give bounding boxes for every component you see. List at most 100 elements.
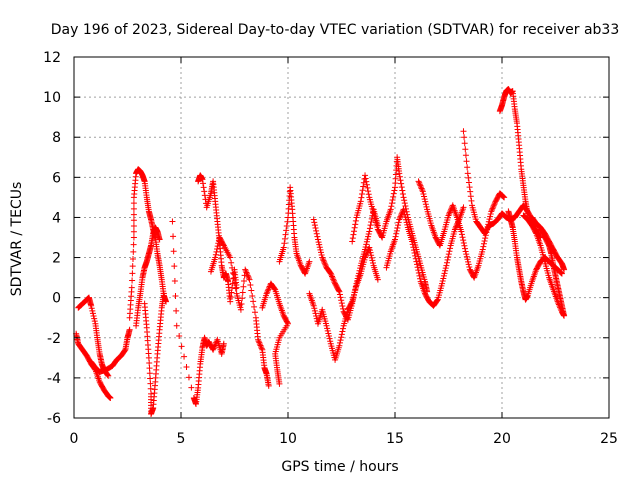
data-point <box>465 179 472 186</box>
data-point <box>561 266 568 273</box>
data-point <box>481 237 488 244</box>
data-point <box>210 345 217 352</box>
data-point <box>364 236 371 243</box>
data-point <box>284 218 291 225</box>
data-point <box>557 269 564 276</box>
data-point <box>200 184 207 191</box>
data-point <box>445 212 452 219</box>
data-point <box>312 225 319 232</box>
data-point <box>229 264 236 271</box>
data-point <box>173 307 180 314</box>
data-point <box>360 183 367 190</box>
data-point <box>310 216 317 223</box>
data-point <box>353 280 360 287</box>
data-point <box>355 270 362 277</box>
data-point <box>357 198 364 205</box>
data-point <box>490 202 497 209</box>
data-point <box>461 134 468 141</box>
data-point <box>440 275 447 282</box>
data-point <box>338 334 345 341</box>
data-point <box>363 181 370 188</box>
data-point <box>400 206 407 213</box>
data-point <box>403 219 410 226</box>
data-point <box>325 330 332 337</box>
data-point <box>365 188 372 195</box>
data-point <box>499 193 506 200</box>
data-point <box>365 245 372 252</box>
data-point <box>364 184 371 191</box>
data-point <box>91 315 98 322</box>
data-point <box>171 263 178 270</box>
data-point <box>351 289 358 296</box>
data-point <box>402 202 409 209</box>
data-point <box>107 394 114 401</box>
data-point <box>489 205 496 212</box>
data-points <box>73 86 568 417</box>
data-point <box>327 338 334 345</box>
data-point <box>368 219 375 226</box>
data-point <box>460 204 467 211</box>
data-point <box>171 278 178 285</box>
data-point <box>244 270 251 277</box>
data-point <box>311 307 318 314</box>
data-point <box>398 180 405 187</box>
data-point <box>460 128 467 135</box>
data-point <box>352 283 359 290</box>
data-point <box>146 370 153 377</box>
data-point <box>388 200 395 207</box>
data-point <box>409 238 416 245</box>
data-point <box>351 292 358 299</box>
data-point <box>395 222 402 229</box>
data-point <box>366 228 373 235</box>
data-point <box>446 248 453 255</box>
data-point <box>480 240 487 247</box>
data-point <box>366 247 373 254</box>
data-point <box>335 287 342 294</box>
data-point <box>233 284 240 291</box>
data-point <box>243 269 250 276</box>
data-point <box>257 342 264 349</box>
data-point <box>283 227 290 234</box>
data-point <box>282 231 289 238</box>
data-point <box>394 225 401 232</box>
data-point <box>201 192 208 199</box>
data-point <box>421 193 428 200</box>
data-point <box>404 221 411 228</box>
data-point <box>245 273 252 280</box>
data-point <box>463 251 470 258</box>
data-point <box>358 194 365 201</box>
data-point <box>146 359 153 366</box>
data-point <box>390 193 397 200</box>
data-point <box>315 239 322 246</box>
data-point <box>249 292 256 299</box>
data-point <box>412 255 419 262</box>
data-point <box>199 176 206 183</box>
data-point <box>362 172 369 179</box>
data-point <box>419 186 426 193</box>
data-point <box>212 254 219 261</box>
data-point <box>89 307 96 314</box>
data-point <box>488 206 495 213</box>
data-point <box>355 272 362 279</box>
data-point <box>461 140 468 147</box>
data-point <box>443 259 450 266</box>
data-point <box>255 336 262 343</box>
data-point <box>415 267 422 274</box>
y-tick-label: -4 <box>47 371 61 387</box>
data-point <box>338 331 345 338</box>
data-point <box>147 385 154 392</box>
y-tick-label: 12 <box>43 50 61 66</box>
y-tick-label: 6 <box>52 170 61 186</box>
data-point <box>389 196 396 203</box>
data-point <box>378 233 385 240</box>
data-point <box>227 298 234 305</box>
data-point <box>256 341 263 348</box>
data-point <box>280 244 287 251</box>
data-point <box>200 180 207 187</box>
data-point <box>229 270 236 277</box>
data-point <box>401 200 408 207</box>
data-point <box>350 294 357 301</box>
data-point <box>330 277 337 284</box>
data-point <box>401 211 408 218</box>
data-point <box>461 242 468 249</box>
